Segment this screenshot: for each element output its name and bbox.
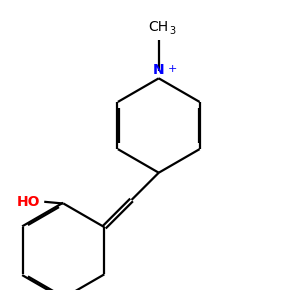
Text: HO: HO	[17, 195, 40, 209]
Text: 3: 3	[169, 26, 175, 36]
Text: N: N	[153, 63, 165, 76]
Text: CH: CH	[149, 20, 169, 34]
Text: +: +	[167, 64, 177, 74]
